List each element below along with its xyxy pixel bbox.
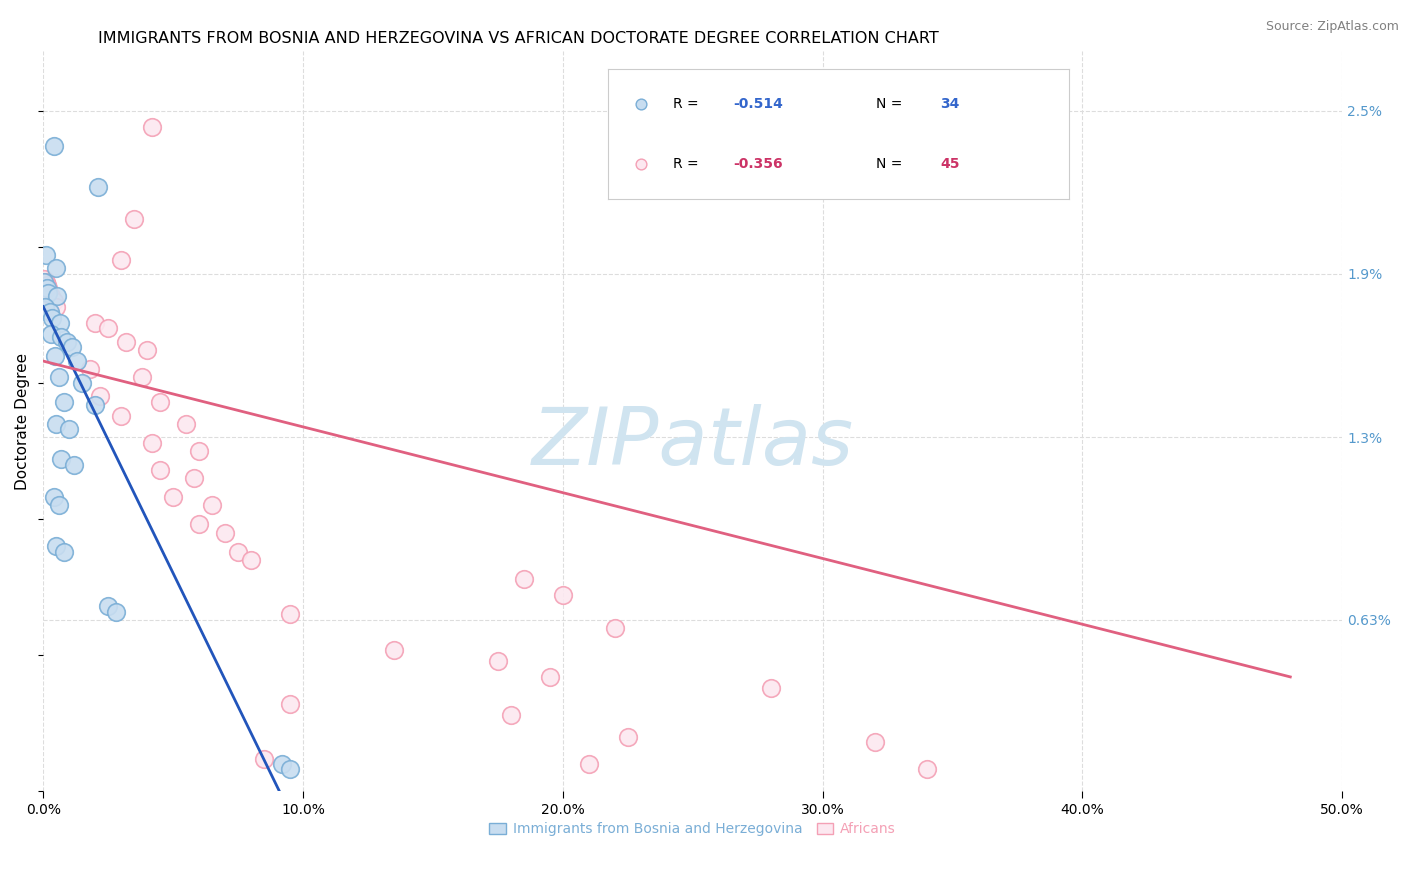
Point	[70, 376, 93, 390]
Point	[915, 763, 938, 777]
Point	[104, 605, 127, 619]
Point	[551, 588, 574, 602]
Point	[48, 370, 70, 384]
Point	[34, 275, 56, 289]
Point	[41, 310, 63, 325]
Point	[35, 280, 58, 294]
Point	[486, 654, 509, 668]
Point	[39, 289, 62, 303]
Point	[122, 212, 145, 227]
Point	[174, 417, 197, 431]
Point	[42, 294, 65, 309]
Point	[34, 272, 56, 286]
Point	[42, 490, 65, 504]
Point	[141, 120, 163, 134]
Point	[97, 599, 120, 614]
Point	[51, 452, 73, 467]
Point	[45, 417, 67, 431]
Point	[84, 398, 107, 412]
Point	[79, 362, 101, 376]
Point	[183, 471, 205, 485]
Point	[162, 490, 184, 504]
Point	[35, 277, 58, 292]
Point	[49, 316, 72, 330]
Point	[513, 572, 536, 586]
Point	[66, 354, 89, 368]
Point	[34, 300, 56, 314]
Point	[35, 248, 58, 262]
Point	[538, 670, 561, 684]
Point	[97, 321, 120, 335]
Point	[188, 444, 211, 458]
Point	[110, 253, 132, 268]
Point	[45, 539, 67, 553]
Point	[863, 735, 886, 749]
Point	[53, 544, 76, 558]
Point	[48, 499, 70, 513]
Point	[115, 334, 138, 349]
Point	[53, 395, 76, 409]
Legend: Immigrants from Bosnia and Herzegovina, Africans: Immigrants from Bosnia and Herzegovina, …	[489, 822, 896, 836]
Point	[136, 343, 159, 358]
Point	[63, 458, 86, 472]
Point	[201, 499, 224, 513]
Point	[58, 422, 80, 436]
Point	[578, 757, 600, 772]
Point	[60, 341, 83, 355]
Point	[39, 326, 62, 341]
Point	[271, 757, 294, 772]
Point	[141, 435, 163, 450]
Point	[616, 730, 638, 744]
Point	[110, 409, 132, 423]
Point	[38, 305, 60, 319]
Text: IMMIGRANTS FROM BOSNIA AND HERZEGOVINA VS AFRICAN DOCTORATE DEGREE CORRELATION C: IMMIGRANTS FROM BOSNIA AND HERZEGOVINA V…	[98, 31, 939, 46]
Point	[149, 395, 172, 409]
Point	[278, 763, 301, 777]
Point	[131, 370, 153, 384]
Point	[42, 139, 65, 153]
Point	[759, 681, 782, 695]
Point	[499, 708, 522, 723]
Point	[45, 261, 67, 276]
Point	[46, 289, 69, 303]
Point	[226, 544, 249, 558]
Point	[84, 316, 107, 330]
Point	[45, 300, 67, 314]
Y-axis label: Doctorate Degree: Doctorate Degree	[15, 352, 30, 490]
Point	[603, 621, 626, 635]
Point	[37, 285, 59, 300]
Point	[149, 463, 172, 477]
Point	[55, 334, 77, 349]
Point	[253, 751, 276, 765]
Point	[87, 179, 110, 194]
Point	[278, 607, 301, 622]
Point	[89, 389, 111, 403]
Point	[44, 349, 66, 363]
Text: ZIPatlas: ZIPatlas	[531, 404, 853, 483]
Point	[35, 275, 58, 289]
Point	[51, 329, 73, 343]
Point	[382, 642, 405, 657]
Point	[188, 517, 211, 532]
Point	[240, 553, 263, 567]
Point	[37, 280, 59, 294]
Text: Source: ZipAtlas.com: Source: ZipAtlas.com	[1265, 20, 1399, 33]
Point	[214, 525, 236, 540]
Point	[278, 697, 301, 711]
